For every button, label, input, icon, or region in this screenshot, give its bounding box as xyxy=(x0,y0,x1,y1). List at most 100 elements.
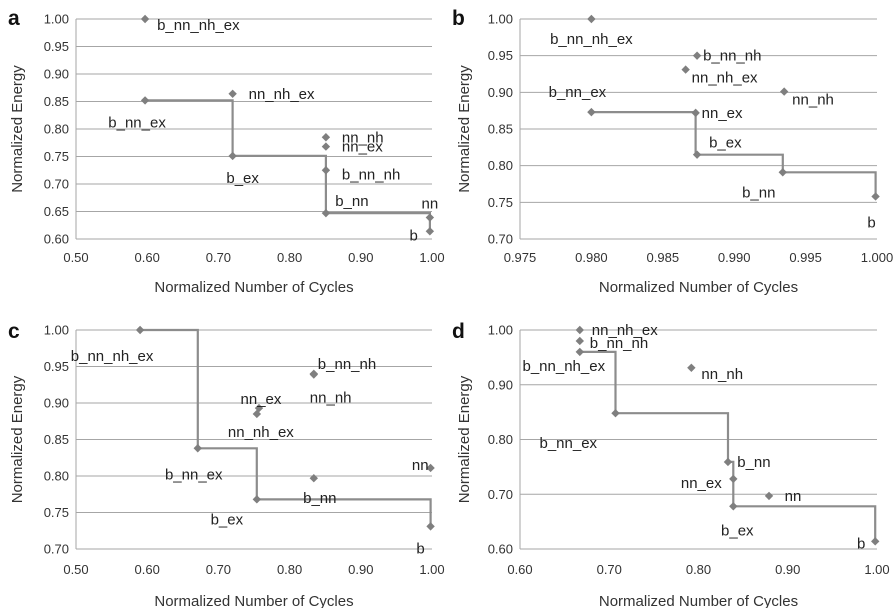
y-tick-label: 0.85 xyxy=(44,94,69,109)
data-point-nn_nh_ex xyxy=(575,325,584,335)
point-label-b_ex: b_ex xyxy=(709,135,742,152)
point-label-b_ex: b_ex xyxy=(226,170,259,187)
y-tick-label: 0.95 xyxy=(44,39,69,54)
y-tick-label: 0.70 xyxy=(488,487,513,502)
x-tick-label: 0.990 xyxy=(718,250,751,265)
y-tick-label: 1.00 xyxy=(44,12,69,27)
data-point-nn xyxy=(425,213,435,222)
y-tick-label: 0.80 xyxy=(44,469,69,484)
data-point-b xyxy=(871,192,880,201)
point-label-b_nn_nh_ex: b_nn_nh_ex xyxy=(523,358,606,375)
point-label-b_nn_nh: b_nn_nh xyxy=(590,335,648,352)
point-label-b_nn: b_nn xyxy=(303,490,336,507)
x-tick-label: 0.80 xyxy=(277,562,302,577)
y-tick-label: 1.00 xyxy=(488,323,513,338)
x-tick-label: 0.60 xyxy=(135,250,160,265)
point-label-b: b xyxy=(867,214,875,231)
frontier-line xyxy=(145,99,431,232)
point-label-b_nn_nh_ex: b_nn_nh_ex xyxy=(71,348,154,365)
point-label-b_nn_ex: b_nn_ex xyxy=(539,435,597,452)
data-point-nn_nh_ex xyxy=(252,409,262,419)
data-point-b_ex xyxy=(729,502,738,511)
data-point-nn_nh xyxy=(687,363,696,372)
x-tick-label: 0.60 xyxy=(507,562,532,577)
data-point-b_nn_nh xyxy=(575,336,584,346)
y-tick-label: 0.60 xyxy=(488,542,513,557)
data-point-nn_nh xyxy=(321,133,331,142)
y-tick-label: 0.75 xyxy=(488,195,513,210)
frontier-line xyxy=(591,111,877,197)
point-label-b: b xyxy=(857,535,865,552)
y-tick-label: 0.85 xyxy=(44,432,69,447)
data-point-nn_ex xyxy=(729,474,738,484)
y-tick-label: 0.85 xyxy=(488,122,513,137)
x-tick-label: 0.80 xyxy=(277,250,302,265)
x-tick-label: 0.90 xyxy=(348,250,373,265)
panel-letter-b: b xyxy=(452,7,465,30)
point-label-b: b xyxy=(410,227,418,244)
y-tick-label: 0.80 xyxy=(44,122,69,137)
x-axis-title: Normalized Number of Cycles xyxy=(154,279,353,296)
data-point-b_ex xyxy=(252,495,262,504)
y-tick-label: 0.90 xyxy=(44,67,69,82)
data-point-b_nn_nh xyxy=(692,51,702,60)
x-tick-label: 0.975 xyxy=(504,250,537,265)
data-point-b_nn_ex xyxy=(611,409,620,418)
y-tick-label: 1.00 xyxy=(488,12,513,27)
point-label-b: b xyxy=(416,540,424,557)
point-label-nn_nh_ex: nn_nh_ex xyxy=(228,424,294,441)
x-tick-label: 0.50 xyxy=(63,250,88,265)
data-point-b_nn_ex xyxy=(587,107,596,117)
data-point-nn xyxy=(764,491,774,501)
y-tick-label: 1.00 xyxy=(44,323,69,338)
y-tick-label: 0.80 xyxy=(488,432,513,447)
data-point-b_nn xyxy=(309,473,319,483)
point-label-b_nn_nh: b_nn_nh xyxy=(342,166,400,183)
point-label-nn_ex: nn_ex xyxy=(342,139,383,156)
x-tick-label: 0.70 xyxy=(206,562,231,577)
data-point-nn_ex xyxy=(691,108,700,118)
x-tick-label: 0.985 xyxy=(647,250,680,265)
point-label-nn_nh: nn_nh xyxy=(342,129,384,146)
x-tick-label: 0.60 xyxy=(135,562,160,577)
point-label-b_nn_nh: b_nn_nh xyxy=(318,356,376,373)
point-label-b_nn_nh: b_nn_nh xyxy=(703,48,761,65)
y-axis-title: Normalized Energy xyxy=(9,375,26,503)
point-label-b_nn_ex: b_nn_ex xyxy=(165,466,223,483)
data-point-b_nn_nh_ex xyxy=(135,325,145,335)
point-label-nn: nn xyxy=(422,196,439,213)
y-tick-label: 0.65 xyxy=(44,204,69,219)
point-label-b_nn_ex: b_nn_ex xyxy=(549,84,607,101)
y-tick-label: 0.70 xyxy=(488,232,513,247)
point-label-nn_ex: nn_ex xyxy=(681,475,722,492)
y-tick-label: 0.60 xyxy=(44,232,69,247)
y-tick-label: 0.75 xyxy=(44,149,69,164)
point-label-b_nn: b_nn xyxy=(742,184,775,201)
data-point-b_nn_nh_ex xyxy=(587,14,596,24)
data-point-b xyxy=(871,537,880,546)
data-point-b_nn_ex xyxy=(140,96,150,105)
data-point-nn xyxy=(426,463,435,473)
x-tick-label: 1.00 xyxy=(864,562,889,577)
data-point-b xyxy=(426,522,435,531)
data-point-nn_ex xyxy=(321,142,331,151)
point-label-b_ex: b_ex xyxy=(721,522,754,539)
point-label-nn_nh: nn_nh xyxy=(792,92,834,109)
data-point-nn_nh_ex xyxy=(681,65,690,74)
panel-letter-d: d xyxy=(452,320,465,343)
data-point-b_nn_ex xyxy=(193,444,202,453)
point-label-nn_nh_ex: nn_nh_ex xyxy=(692,70,758,87)
data-point-b_nn_nh_ex xyxy=(140,14,150,24)
y-tick-label: 0.80 xyxy=(488,158,513,173)
point-label-nn_nh: nn_nh xyxy=(310,390,352,407)
y-axis-title: Normalized Energy xyxy=(456,375,473,503)
x-tick-label: 0.70 xyxy=(206,250,231,265)
y-tick-label: 0.70 xyxy=(44,542,69,557)
data-point-nn_nh xyxy=(309,370,319,379)
panel-letter-a: a xyxy=(8,7,20,30)
x-tick-label: 1.00 xyxy=(419,250,444,265)
x-tick-label: 0.995 xyxy=(789,250,822,265)
x-tick-label: 0.90 xyxy=(348,562,373,577)
point-label-b_nn_nh_ex: b_nn_nh_ex xyxy=(550,31,633,48)
point-label-nn_ex: nn_ex xyxy=(702,105,743,122)
